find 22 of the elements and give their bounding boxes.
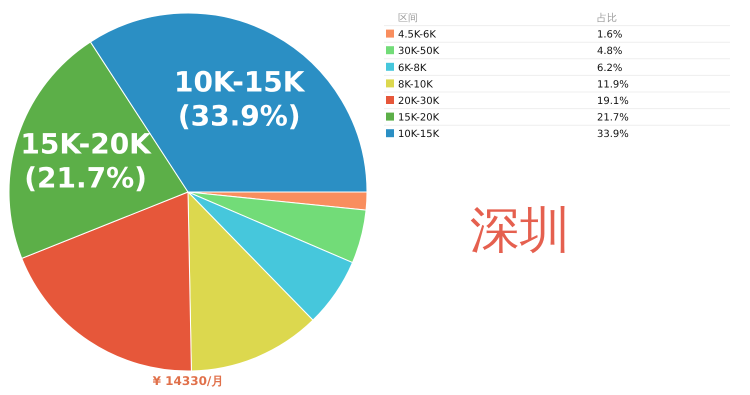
data-label: 11.9%: [597, 79, 629, 90]
text: (21.7%): [24, 162, 147, 195]
data-label: 19.1%: [597, 96, 629, 107]
data-label: 1.6%: [597, 30, 622, 41]
legend-label: 20K-30K: [398, 96, 440, 107]
legend-title: 区间: [398, 12, 418, 24]
slice-label: 10K-15K: [174, 66, 306, 99]
slice-label: 15K-20K: [20, 128, 152, 161]
data-label: 33.9%: [597, 129, 629, 140]
legend-label: 6K-8K: [398, 62, 427, 74]
data-label: 21.7%: [597, 112, 629, 124]
text: 深圳: [470, 201, 570, 259]
legend-label: 8K-10K: [398, 79, 434, 90]
text: ¥ 14330/月: [152, 374, 224, 388]
text: 占比: [597, 12, 617, 24]
text: (33.9%): [178, 100, 301, 133]
data-label: 4.8%: [597, 46, 622, 58]
legend-label: 4.5K-6K: [398, 30, 436, 41]
legend-label: 10K-15K: [398, 129, 440, 140]
legend-label: 30K-50K: [398, 46, 440, 58]
legend-label: 15K-20K: [398, 112, 440, 124]
data-label: 6.2%: [597, 62, 622, 74]
